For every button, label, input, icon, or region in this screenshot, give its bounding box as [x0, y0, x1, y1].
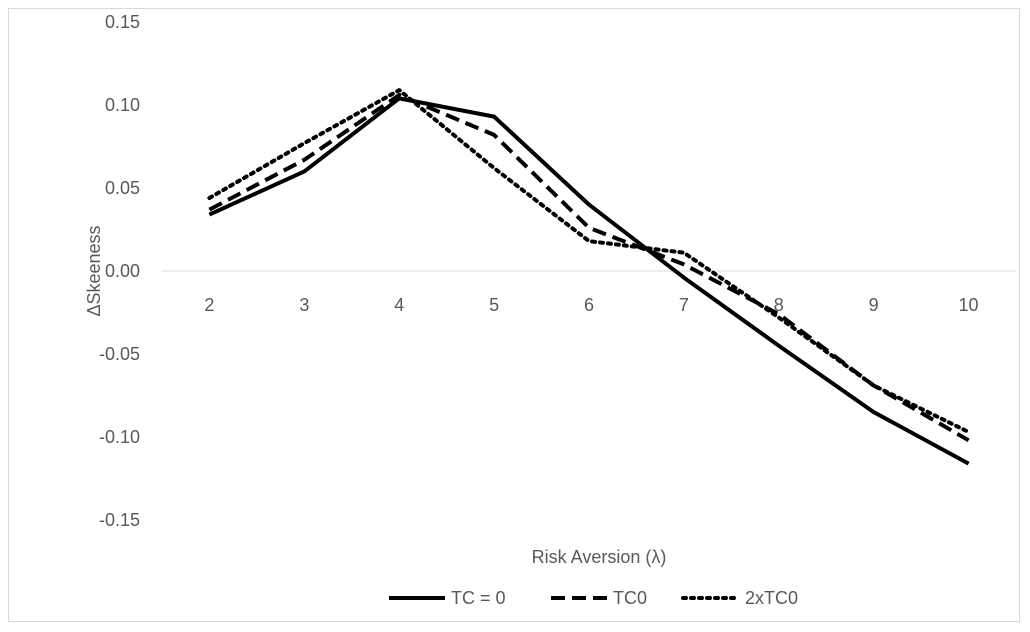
- series-line-0: [208, 96, 970, 466]
- legend-label: TC = 0: [451, 588, 506, 608]
- series-line-2: [207, 88, 971, 434]
- x-tick-label: 3: [299, 295, 309, 315]
- x-tick-label: 6: [584, 295, 594, 315]
- x-tick-label: 7: [679, 295, 689, 315]
- legend: TC = 0 TC0 2xTC0: [389, 588, 798, 608]
- chart-frame: [8, 8, 1020, 622]
- legend-label: TC0: [613, 588, 647, 608]
- y-tick-label: 0.05: [105, 178, 140, 198]
- y-tick-label: 0.00: [105, 261, 140, 281]
- series-lines: [207, 88, 971, 466]
- y-tick-label: 0.15: [105, 12, 140, 32]
- series-line-1: [208, 93, 970, 443]
- x-axis-label: Risk Aversion (λ): [532, 547, 667, 567]
- x-tick-label: 5: [489, 295, 499, 315]
- legend-item: TC = 0: [389, 588, 506, 608]
- x-axis-ticks: 2 3 4 5 6 7 8 9 10: [204, 295, 978, 315]
- x-tick-label: 10: [959, 295, 979, 315]
- y-axis-label: ΔSkeeness: [84, 225, 104, 316]
- y-tick-label: -0.10: [99, 427, 140, 447]
- legend-label: 2xTC0: [745, 588, 798, 608]
- legend-item: TC0: [551, 588, 647, 608]
- y-tick-label: -0.05: [99, 344, 140, 364]
- x-tick-label: 9: [869, 295, 879, 315]
- x-tick-label: 2: [204, 295, 214, 315]
- x-tick-label: 4: [394, 295, 404, 315]
- y-tick-label: 0.10: [105, 95, 140, 115]
- y-tick-label: -0.15: [99, 510, 140, 530]
- x-tick-label: 8: [774, 295, 784, 315]
- y-axis-ticks: -0.15 -0.10 -0.05 0.00 0.05 0.10 0.15: [99, 12, 140, 530]
- legend-item: 2xTC0: [681, 588, 798, 608]
